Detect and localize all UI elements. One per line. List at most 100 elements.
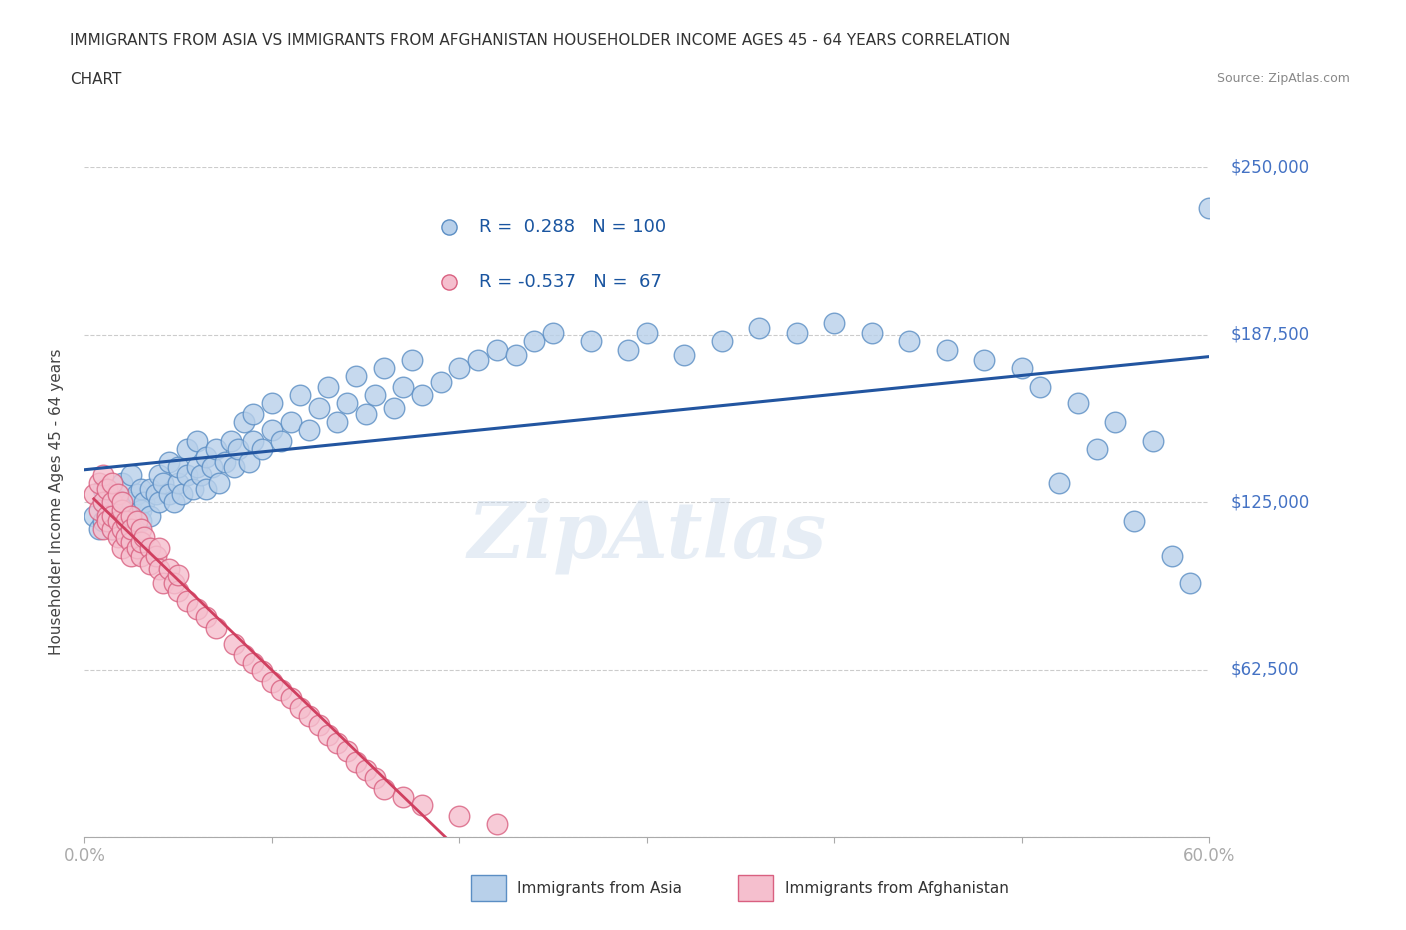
Point — [101, 522, 124, 537]
Point — [1160, 549, 1182, 564]
Point — [134, 495, 156, 510]
Point — [157, 486, 180, 501]
Point — [107, 529, 129, 544]
Point — [226, 441, 249, 456]
Point — [201, 460, 224, 475]
Point — [364, 771, 387, 786]
Point — [242, 433, 264, 448]
Point — [96, 503, 118, 518]
Point — [190, 468, 212, 483]
Point — [139, 482, 162, 497]
Point — [214, 455, 236, 470]
Point — [120, 468, 142, 483]
Point — [176, 441, 198, 456]
Point — [125, 540, 148, 555]
Point — [120, 535, 142, 550]
Point — [1085, 441, 1108, 456]
Point — [129, 535, 152, 550]
Point — [101, 476, 124, 491]
Point — [101, 522, 124, 537]
Point — [485, 342, 508, 357]
Point — [260, 422, 283, 437]
Text: ZipAtlas: ZipAtlas — [467, 498, 827, 574]
Point — [316, 379, 339, 394]
Point — [195, 449, 218, 464]
Point — [710, 334, 733, 349]
Point — [111, 495, 134, 510]
Text: $62,500: $62,500 — [1230, 660, 1299, 679]
Point — [523, 334, 546, 349]
Point — [120, 522, 142, 537]
Point — [973, 352, 995, 367]
Point — [163, 575, 186, 590]
Point — [1104, 415, 1126, 430]
Point — [111, 522, 134, 537]
Point — [373, 361, 395, 376]
Point — [101, 495, 124, 510]
Point — [204, 620, 226, 635]
Point — [437, 219, 460, 234]
Point — [1011, 361, 1033, 376]
Point — [107, 486, 129, 501]
Point — [195, 482, 218, 497]
Point — [449, 361, 471, 376]
Point — [411, 797, 433, 812]
Point — [139, 508, 162, 523]
Point — [195, 610, 218, 625]
Point — [114, 529, 136, 544]
Point — [280, 690, 302, 705]
Point — [429, 374, 451, 389]
Text: R =  0.288   N = 100: R = 0.288 N = 100 — [479, 218, 666, 235]
Point — [1198, 200, 1220, 215]
Point — [96, 508, 118, 523]
Point — [280, 415, 302, 430]
Point — [186, 602, 208, 617]
Point — [579, 334, 602, 349]
Point — [373, 781, 395, 796]
Point — [204, 441, 226, 456]
Point — [326, 736, 349, 751]
Point — [636, 326, 658, 341]
Point — [114, 513, 136, 528]
Point — [208, 476, 231, 491]
Point — [336, 395, 359, 410]
Point — [91, 482, 114, 497]
Point — [316, 728, 339, 743]
Point — [145, 486, 167, 501]
Point — [505, 348, 527, 363]
Point — [411, 388, 433, 403]
Point — [898, 334, 921, 349]
Point — [91, 522, 114, 537]
Point — [1180, 575, 1202, 590]
Point — [786, 326, 808, 341]
Point — [252, 441, 274, 456]
Point — [298, 422, 321, 437]
Point — [288, 701, 311, 716]
Text: R = -0.537   N =  67: R = -0.537 N = 67 — [479, 273, 662, 291]
Point — [111, 540, 134, 555]
Point — [344, 369, 367, 384]
Point — [748, 321, 770, 336]
Point — [186, 433, 208, 448]
Point — [326, 415, 349, 430]
Point — [129, 549, 152, 564]
Point — [617, 342, 640, 357]
Point — [485, 817, 508, 831]
Text: CHART: CHART — [70, 72, 122, 86]
Text: $125,000: $125,000 — [1230, 493, 1309, 512]
Point — [242, 656, 264, 671]
Point — [541, 326, 564, 341]
Point — [96, 482, 118, 497]
Point — [181, 482, 204, 497]
Point — [449, 808, 471, 823]
Point — [148, 562, 170, 577]
Point — [382, 401, 405, 416]
Point — [238, 455, 260, 470]
Point — [96, 513, 118, 528]
Point — [152, 575, 174, 590]
Point — [129, 503, 152, 518]
Point — [83, 486, 105, 501]
Point — [1047, 476, 1070, 491]
Point — [288, 388, 311, 403]
Point — [224, 460, 246, 475]
